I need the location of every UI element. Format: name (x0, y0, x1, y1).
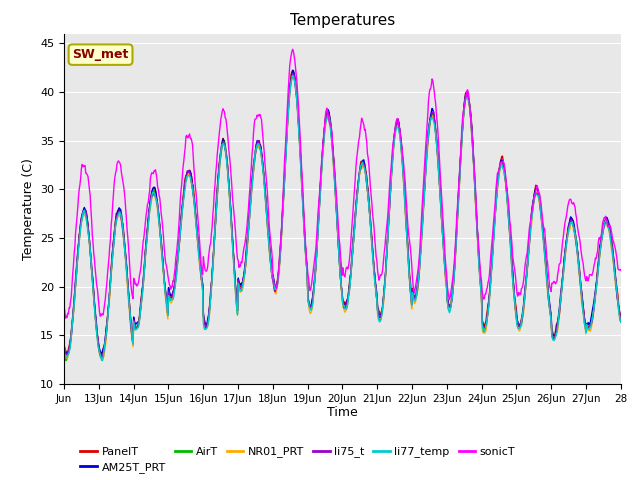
li75_t (433, 138, 440, 144)
Title: Temperatures: Temperatures (290, 13, 395, 28)
Line: sonicT: sonicT (64, 49, 621, 318)
X-axis label: Time: Time (327, 407, 358, 420)
AM25T_PRT (433, 133, 440, 139)
AM25T_PRT (60, 342, 68, 348)
AM25T_PRT (256, 142, 264, 148)
Line: NR01_PRT: NR01_PRT (64, 75, 621, 360)
AirT (126, 312, 134, 317)
sonicT (277, 233, 285, 239)
li75_t (60, 343, 68, 349)
Line: li75_t: li75_t (64, 74, 621, 357)
li77_temp (98, 358, 106, 363)
sonicT (126, 270, 134, 276)
AirT (60, 346, 68, 351)
sonicT (60, 302, 68, 308)
li77_temp (256, 145, 264, 151)
sonicT (61, 315, 69, 321)
li77_temp (228, 241, 236, 247)
sonicT (617, 267, 625, 273)
AirT (433, 137, 440, 143)
AM25T_PRT (289, 68, 297, 73)
PanelT (433, 136, 440, 142)
sonicT (401, 179, 409, 185)
AM25T_PRT (401, 199, 409, 204)
AM25T_PRT (63, 351, 71, 357)
Text: SW_met: SW_met (72, 48, 129, 61)
PanelT (228, 236, 236, 242)
NR01_PRT (277, 243, 285, 249)
AirT (62, 358, 70, 363)
Y-axis label: Temperature (C): Temperature (C) (22, 158, 35, 260)
li77_temp (277, 238, 285, 244)
li75_t (277, 238, 285, 243)
AirT (256, 145, 264, 151)
li75_t (228, 237, 236, 242)
PanelT (60, 342, 68, 348)
sonicT (289, 47, 296, 52)
NR01_PRT (126, 316, 134, 322)
Legend: PanelT, AM25T_PRT, AirT, NR01_PRT, li75_t, li77_temp, sonicT: PanelT, AM25T_PRT, AirT, NR01_PRT, li75_… (76, 442, 520, 478)
PanelT (97, 352, 105, 358)
AirT (228, 239, 236, 244)
PanelT (277, 235, 285, 240)
AirT (401, 204, 409, 209)
sonicT (228, 193, 236, 199)
Line: AM25T_PRT: AM25T_PRT (64, 71, 621, 354)
Line: AirT: AirT (64, 74, 621, 360)
li75_t (289, 71, 297, 77)
PanelT (256, 142, 264, 147)
li75_t (126, 313, 134, 319)
li75_t (401, 201, 409, 207)
PanelT (617, 312, 625, 317)
AM25T_PRT (617, 319, 625, 325)
li75_t (99, 354, 106, 360)
PanelT (289, 67, 296, 73)
NR01_PRT (617, 319, 625, 324)
sonicT (433, 111, 440, 117)
NR01_PRT (256, 145, 264, 151)
AirT (277, 240, 285, 245)
li77_temp (126, 311, 134, 316)
NR01_PRT (228, 239, 236, 245)
AM25T_PRT (126, 309, 134, 315)
NR01_PRT (289, 72, 297, 78)
AirT (617, 319, 625, 324)
AM25T_PRT (228, 233, 236, 239)
li75_t (617, 319, 625, 325)
PanelT (126, 309, 134, 314)
NR01_PRT (401, 207, 409, 213)
NR01_PRT (433, 138, 440, 144)
li77_temp (433, 139, 440, 145)
Line: li77_temp: li77_temp (64, 75, 621, 360)
li77_temp (401, 206, 409, 212)
sonicT (256, 111, 264, 117)
AirT (289, 72, 297, 77)
NR01_PRT (60, 341, 68, 347)
PanelT (401, 204, 409, 210)
AM25T_PRT (277, 236, 285, 242)
li77_temp (617, 320, 625, 325)
li75_t (256, 144, 264, 149)
li77_temp (60, 348, 68, 354)
NR01_PRT (99, 358, 106, 363)
li77_temp (289, 72, 296, 78)
Line: PanelT: PanelT (64, 70, 621, 355)
